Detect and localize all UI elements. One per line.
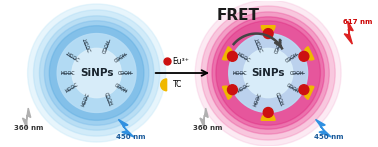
Text: COOH: COOH (290, 71, 304, 76)
Wedge shape (222, 47, 232, 60)
Text: HOOC: HOOC (81, 92, 91, 107)
Text: SiNPs: SiNPs (80, 68, 113, 78)
Text: 360 nm: 360 nm (14, 125, 43, 131)
Wedge shape (161, 79, 167, 91)
Text: 360 nm: 360 nm (193, 125, 223, 131)
Text: SiNPs: SiNPs (251, 68, 285, 78)
Text: COOH: COOH (274, 39, 284, 54)
Text: COOH: COOH (285, 52, 300, 64)
Text: TC: TC (172, 80, 182, 89)
Text: HOOC: HOOC (236, 52, 251, 64)
Circle shape (263, 107, 273, 117)
Text: COOH: COOH (102, 92, 113, 107)
Text: HOOC: HOOC (253, 92, 262, 107)
Wedge shape (261, 113, 275, 120)
Text: Eu³⁺: Eu³⁺ (172, 57, 189, 66)
Circle shape (228, 85, 237, 95)
Text: COOH: COOH (285, 82, 300, 94)
Circle shape (57, 34, 136, 112)
Circle shape (49, 26, 144, 120)
Circle shape (207, 12, 329, 134)
Circle shape (216, 21, 321, 125)
Text: HOOC: HOOC (81, 39, 91, 54)
Circle shape (28, 4, 166, 142)
Polygon shape (200, 108, 208, 129)
Text: HOOC: HOOC (60, 71, 75, 76)
Wedge shape (304, 47, 314, 60)
Text: FRET: FRET (217, 8, 260, 23)
Text: COOH: COOH (113, 82, 129, 94)
Circle shape (39, 16, 154, 130)
Wedge shape (261, 26, 275, 33)
Text: COOH: COOH (113, 52, 129, 64)
Text: COOH: COOH (274, 92, 284, 107)
Circle shape (263, 29, 273, 39)
Text: HOOC: HOOC (236, 82, 251, 94)
Polygon shape (22, 108, 31, 129)
Text: COOH: COOH (118, 71, 133, 76)
Circle shape (228, 51, 237, 61)
Circle shape (72, 48, 121, 98)
Text: HOOC: HOOC (232, 71, 247, 76)
Polygon shape (118, 119, 134, 137)
Circle shape (229, 34, 308, 112)
Text: HOOC: HOOC (253, 39, 262, 54)
Wedge shape (304, 86, 314, 99)
Circle shape (44, 21, 149, 125)
Text: 450 nm: 450 nm (313, 134, 343, 140)
Circle shape (195, 0, 341, 146)
Circle shape (34, 10, 160, 136)
Circle shape (201, 6, 335, 140)
Circle shape (243, 48, 293, 98)
Polygon shape (316, 119, 331, 137)
Wedge shape (222, 86, 232, 99)
Polygon shape (344, 21, 353, 44)
Text: 617 nm: 617 nm (343, 19, 372, 25)
Text: 450 nm: 450 nm (116, 134, 146, 140)
Text: HOOC: HOOC (65, 52, 80, 64)
Text: HOOC: HOOC (65, 82, 80, 94)
Circle shape (212, 17, 324, 129)
Circle shape (299, 85, 309, 95)
Circle shape (299, 51, 309, 61)
Text: COOH: COOH (102, 39, 113, 54)
